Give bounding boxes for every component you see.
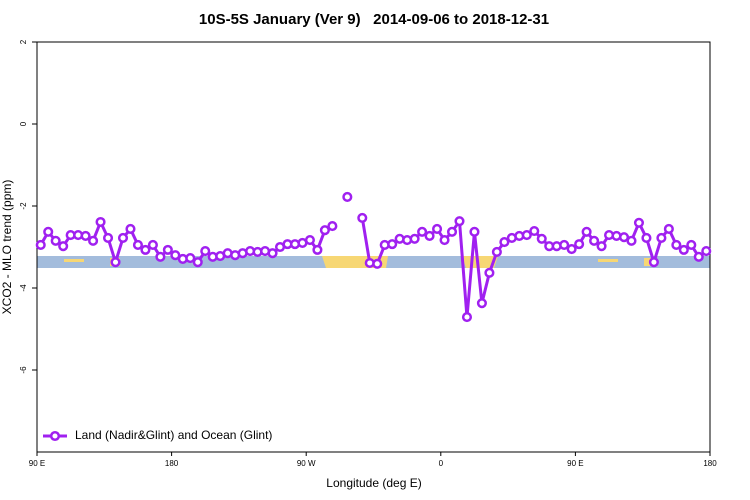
data-point bbox=[536, 233, 547, 244]
data-point bbox=[417, 226, 428, 237]
data-point bbox=[491, 246, 502, 257]
data-point bbox=[663, 223, 674, 235]
data-point bbox=[387, 239, 398, 250]
data-point bbox=[110, 257, 121, 268]
data-point bbox=[80, 230, 91, 241]
data-point bbox=[618, 232, 630, 243]
data-point bbox=[648, 257, 659, 268]
data-point bbox=[484, 267, 495, 278]
data-point bbox=[372, 258, 383, 269]
data-point bbox=[342, 191, 353, 203]
data-point bbox=[686, 239, 697, 250]
data-point bbox=[499, 237, 510, 248]
land-patch bbox=[64, 259, 84, 262]
data-point bbox=[88, 235, 99, 246]
y-tick-label: 2 bbox=[19, 39, 28, 44]
data-point bbox=[58, 241, 69, 252]
chart-title: 10S-5S January (Ver 9) 2014-09-06 to 201… bbox=[199, 11, 549, 28]
data-point bbox=[185, 253, 196, 264]
data-point bbox=[574, 239, 585, 250]
data-point bbox=[140, 244, 151, 255]
data-point bbox=[476, 298, 487, 309]
data-point bbox=[432, 223, 443, 235]
y-tick-label: -2 bbox=[19, 202, 28, 210]
data-point bbox=[327, 221, 338, 232]
data-point bbox=[656, 232, 667, 244]
data-point bbox=[267, 248, 278, 259]
y-axis-label: XCO2 - MLO trend (ppm) bbox=[0, 180, 14, 315]
land-patch bbox=[598, 259, 618, 262]
data-point bbox=[132, 239, 143, 250]
data-point bbox=[469, 226, 480, 237]
data-point bbox=[566, 244, 577, 255]
data-point bbox=[678, 244, 689, 255]
data-point bbox=[521, 230, 532, 241]
data-point bbox=[581, 226, 592, 237]
x-tick-label: 180 bbox=[165, 459, 179, 468]
data-point bbox=[446, 226, 458, 237]
data-point bbox=[125, 223, 136, 235]
data-point bbox=[304, 234, 315, 246]
data-point bbox=[200, 246, 211, 257]
x-tick-label: 90 E bbox=[567, 459, 583, 468]
data-point bbox=[102, 232, 114, 244]
x-tick-label: 180 bbox=[703, 459, 717, 468]
data-point bbox=[626, 235, 637, 246]
data-point bbox=[439, 234, 450, 246]
legend-label: Land (Nadir&Glint) and Ocean (Glint) bbox=[75, 428, 272, 442]
data-point bbox=[701, 246, 712, 257]
data-point bbox=[559, 239, 570, 250]
data-point bbox=[50, 235, 61, 246]
data-point bbox=[170, 250, 181, 261]
data-point bbox=[589, 235, 600, 246]
data-point bbox=[693, 251, 704, 262]
data-point bbox=[117, 232, 129, 244]
data-point bbox=[162, 244, 173, 255]
data-point bbox=[357, 212, 368, 223]
data-point bbox=[35, 239, 46, 250]
data-point bbox=[409, 233, 420, 244]
data-point bbox=[192, 257, 203, 268]
data-point bbox=[319, 225, 330, 236]
data-point bbox=[43, 226, 54, 237]
data-point bbox=[95, 216, 106, 228]
x-tick-label: 90 W bbox=[297, 459, 316, 468]
data-point bbox=[671, 239, 682, 250]
y-tick-label: -6 bbox=[19, 366, 28, 374]
data-point bbox=[596, 241, 607, 252]
y-tick-label: 0 bbox=[19, 121, 28, 126]
data-point bbox=[147, 239, 158, 250]
data-point bbox=[529, 225, 540, 237]
data-point bbox=[424, 230, 435, 241]
data-point bbox=[641, 232, 652, 244]
legend-marker bbox=[49, 430, 61, 442]
data-point bbox=[633, 217, 645, 228]
data-point bbox=[454, 216, 465, 227]
y-tick-label: -4 bbox=[19, 284, 28, 292]
data-point bbox=[461, 312, 473, 323]
data-point bbox=[312, 244, 323, 255]
x-tick-label: 0 bbox=[439, 459, 444, 468]
x-tick-label: 90 E bbox=[29, 459, 45, 468]
data-point bbox=[155, 251, 166, 262]
x-axis-label: Longitude (deg E) bbox=[326, 476, 421, 490]
